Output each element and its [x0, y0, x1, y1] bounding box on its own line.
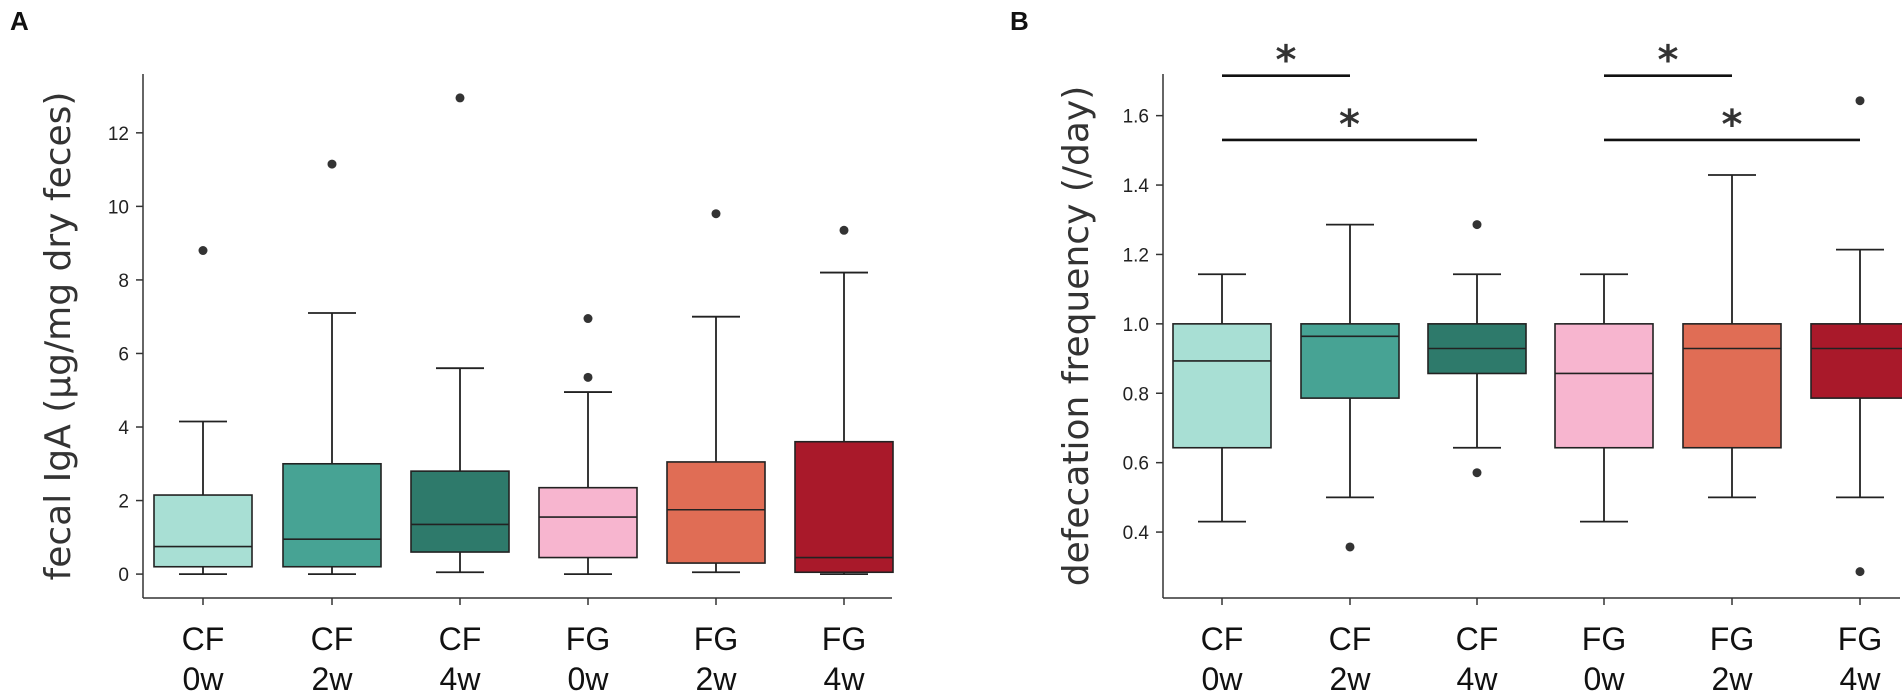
x-tick-label-time: 0w [183, 661, 225, 696]
x-tick-label-group: FG [1838, 621, 1882, 657]
y-tick-label: 12 [108, 124, 129, 145]
x-tick-label-group: CF [311, 621, 354, 657]
significance-star: * [1276, 38, 1297, 84]
box-iqr [153, 494, 253, 568]
y-tick-label: 0.6 [1123, 454, 1149, 475]
x-tick-label-time: 2w [1712, 661, 1754, 696]
panel-b: B 0.4 0.6 0.8 1.0 1.2 1.4 1.6 defecation freque… [1010, 6, 1902, 696]
outlier-point [583, 372, 593, 382]
x-tick-label-group: CF [182, 621, 225, 657]
y-tick-label: 1.6 [1123, 107, 1149, 128]
x-tick-label-group: FG [1582, 621, 1626, 657]
x-tick-label-time: 2w [1330, 661, 1372, 696]
x-tick-label-group: CF [1329, 621, 1372, 657]
box-iqr [282, 462, 382, 568]
x-tick-label-group: CF [439, 621, 482, 657]
x-tick-label-time: 2w [312, 661, 354, 696]
outlier-point [1855, 567, 1865, 577]
box-iqr [1810, 323, 1902, 399]
outlier-point [1345, 542, 1355, 552]
box-iqr [794, 440, 894, 574]
y-axis-label: defecation frequency (/day) [1056, 86, 1097, 587]
x-tick-label-group: FG [566, 621, 610, 657]
y-axis-label: fecal IgA (μg/mg dry feces) [38, 92, 79, 581]
y-tick-label: 6 [118, 344, 129, 365]
box-iqr [1682, 323, 1782, 449]
x-tick-label-group: CF [1201, 621, 1244, 657]
outlier-point [711, 209, 721, 219]
y-tick-label: 1.0 [1123, 315, 1149, 336]
outlier-point [1472, 220, 1482, 230]
x-tick-label-time: 0w [1202, 661, 1244, 696]
x-tick-label-group: FG [1710, 621, 1754, 657]
x-tick-label-time: 4w [1457, 661, 1499, 696]
y-tick-label: 4 [118, 418, 129, 439]
x-tick-label-time: 4w [440, 661, 482, 696]
significance-star: * [1722, 102, 1743, 148]
y-tick-label: 1.2 [1123, 245, 1149, 266]
y-tick-label: 0 [118, 565, 129, 586]
box-iqr [1300, 323, 1400, 399]
outlier-point [1472, 468, 1482, 478]
x-tick-label-time: 4w [824, 661, 866, 696]
x-tick-label-time: 0w [1584, 661, 1626, 696]
box-iqr [410, 470, 510, 553]
y-tick-label: 2 [118, 492, 129, 513]
outlier-point [198, 246, 208, 256]
panel-b-letter: B [1010, 6, 1029, 36]
outlier-point [327, 159, 337, 169]
box-iqr [1172, 323, 1272, 449]
box-iqr [1554, 323, 1654, 449]
outlier-point [839, 225, 849, 235]
x-tick-label-time: 2w [696, 661, 738, 696]
outlier-point [1855, 96, 1865, 106]
y-tick-label: 8 [118, 271, 129, 292]
significance-star: * [1658, 38, 1679, 84]
x-tick-label-group: FG [694, 621, 738, 657]
outlier-point [455, 93, 465, 103]
panel-a: A 0 2 4 6 8 10 12 fecal IgA (μg/mg dry feces) CF… [10, 6, 894, 696]
panel-a-letter: A [10, 6, 29, 36]
box-iqr [666, 461, 766, 564]
x-tick-label-group: CF [1456, 621, 1499, 657]
y-tick-label: 10 [108, 197, 129, 218]
x-tick-label-group: FG [822, 621, 866, 657]
y-tick-label: 0.8 [1123, 384, 1149, 405]
box-iqr [538, 486, 638, 559]
y-tick-label: 0.4 [1123, 523, 1150, 544]
y-tick-label: 1.4 [1123, 176, 1150, 197]
outlier-point [583, 314, 593, 324]
x-tick-label-time: 0w [568, 661, 610, 696]
x-tick-label-time: 4w [1840, 661, 1882, 696]
significance-star: * [1339, 102, 1360, 148]
